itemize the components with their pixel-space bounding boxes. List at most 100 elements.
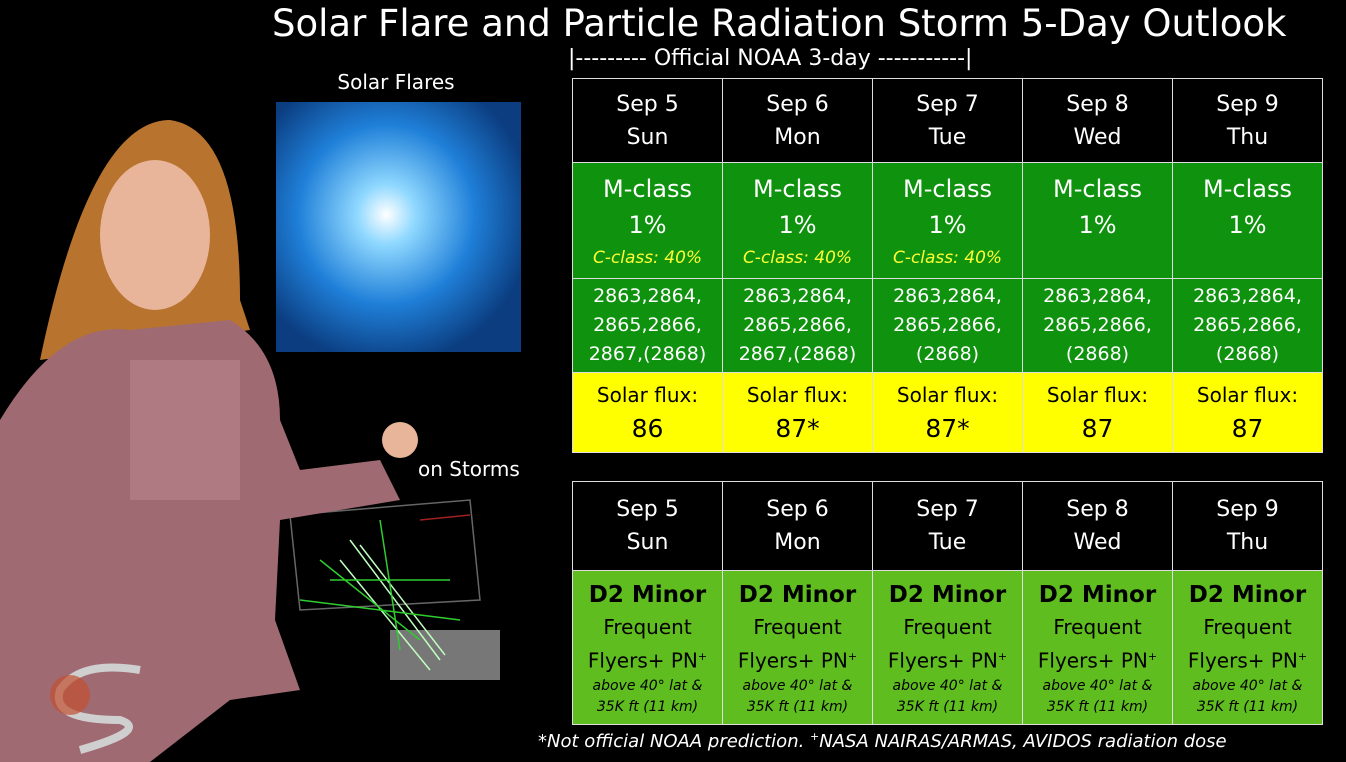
storm-line: Frequent (1203, 614, 1292, 639)
region-line: 2863,2864, (1193, 285, 1302, 307)
storm-mark: + (997, 649, 1008, 663)
storm-mark: + (847, 649, 858, 663)
flux-cell: Solar flux: 86 (572, 372, 723, 453)
flare-class: M-class (753, 175, 842, 203)
flux-label: Solar flux: (746, 382, 849, 407)
storm-mark: + (1147, 649, 1158, 663)
title: Solar Flare and Particle Radiation Storm… (272, 2, 1287, 45)
date: Sep 8 (1066, 91, 1129, 117)
c-class: C-class: 40% (892, 248, 1003, 268)
header-cell: Sep 6 Mon (722, 481, 873, 571)
storm-line: Flyers+ PN+ (888, 642, 1007, 676)
header-cell: Sep 9 Thu (1172, 78, 1323, 163)
storm-level: D2 Minor (1188, 581, 1307, 608)
date: Sep 6 (766, 91, 829, 117)
region-line: (2868) (1065, 343, 1130, 365)
flare-cell: M-class 1% (1172, 162, 1323, 279)
solar-flare-image (276, 102, 521, 352)
storm-note: above 40° lat & (1192, 678, 1303, 695)
storm-line: Flyers+ PN+ (738, 642, 857, 676)
weekday: Wed (1073, 530, 1122, 555)
header-cell: Sep 8 Wed (1022, 481, 1173, 571)
storm-note: above 40° lat & (592, 678, 703, 695)
c-class: C-class: 40% (742, 248, 853, 268)
region-line: (2868) (915, 343, 980, 365)
regions-cell: 2863,2864, 2865,2866, (2868) (1022, 278, 1173, 373)
storm-mark: + (1297, 649, 1308, 663)
date: Sep 8 (1066, 497, 1129, 522)
header-cell: Sep 8 Wed (1022, 78, 1173, 163)
storm-text: Flyers+ PN (887, 648, 998, 673)
storm-note: above 40° lat & (1042, 678, 1153, 695)
storm-level: D2 Minor (588, 581, 707, 608)
flare-class: M-class (903, 175, 992, 203)
storm-level: D2 Minor (888, 581, 1007, 608)
regions-cell: 2863,2864, 2865,2866, (2868) (1172, 278, 1323, 373)
flux-cell: Solar flux: 87* (872, 372, 1023, 453)
region-line: 2863,2864, (743, 285, 852, 307)
weekday: Wed (1073, 124, 1122, 150)
storm-text: Flyers+ PN (737, 648, 848, 673)
flare-cell: M-class 1% C-class: 40% (572, 162, 723, 279)
flare-cell: M-class 1% (1022, 162, 1173, 279)
region-line: (2868) (1215, 343, 1280, 365)
regions-cell: 2863,2864, 2865,2866, 2867,(2868) (572, 278, 723, 373)
radiation-cell: D2 Minor Frequent Flyers+ PN+ above 40° lat… (572, 570, 723, 725)
flux-cell: Solar flux: 87 (1172, 372, 1323, 453)
flux-value: 87 (1231, 413, 1264, 443)
storm-note: above 40° lat & (742, 678, 853, 695)
flare-cell: M-class 1% C-class: 40% (722, 162, 873, 279)
presenter (0, 120, 418, 762)
flare-prob: 1% (1228, 211, 1267, 239)
storm-text: Flyers+ PN (1187, 648, 1298, 673)
flux-label: Solar flux: (896, 382, 999, 407)
header-cell: Sep 5 Sun (572, 481, 723, 571)
flare-cell: M-class 1% C-class: 40% (872, 162, 1023, 279)
flux-label: Solar flux: (1046, 382, 1149, 407)
storm-note: above 40° lat & (892, 678, 1003, 695)
date: Sep 5 (616, 497, 679, 522)
region-line: 2863,2864, (1043, 285, 1152, 307)
flare-class: M-class (1053, 175, 1142, 203)
region-line: 2865,2866, (593, 314, 702, 336)
region-line: 2863,2864, (593, 285, 702, 307)
radiation-cell: D2 Minor Frequent Flyers+ PN+ above 40° lat… (1022, 570, 1173, 725)
storm-level: D2 Minor (738, 581, 857, 608)
flare-class: M-class (603, 175, 692, 203)
region-line: 2867,(2868) (588, 343, 707, 365)
flux-value: 87 (1081, 413, 1114, 443)
date: Sep 7 (916, 91, 979, 117)
footnote-mark: + (810, 730, 820, 743)
storm-mark: + (697, 649, 708, 663)
weekday: Mon (774, 124, 821, 150)
radiation-image (289, 499, 500, 680)
footnote-text: *Not official NOAA prediction. (538, 731, 811, 752)
header-cell: Sep 7 Tue (872, 481, 1023, 571)
storm-note: 35K ft (11 km) (896, 699, 999, 716)
flare-prob: 1% (928, 211, 967, 239)
footnote-text: NASA NAIRAS/ARMAS, AVIDOS radiation dose (819, 731, 1227, 752)
storm-level: D2 Minor (1038, 581, 1157, 608)
subtitle: |--------- Official NOAA 3-day ---------… (568, 46, 973, 71)
date: Sep 7 (916, 497, 979, 522)
image-label: Solar Flares (337, 70, 455, 94)
flare-prob: 1% (1078, 211, 1117, 239)
storm-line: Frequent (603, 614, 692, 639)
image-label: on Storms (418, 457, 520, 481)
flux-label: Solar flux: (1196, 382, 1299, 407)
flare-prob: 1% (778, 211, 817, 239)
regions-cell: 2863,2864, 2865,2866, (2868) (872, 278, 1023, 373)
region-line: 2865,2866, (743, 314, 852, 336)
flare-prob: 1% (628, 211, 667, 239)
flux-value: 87* (925, 413, 970, 443)
storm-note: 35K ft (11 km) (746, 699, 849, 716)
storm-line: Frequent (1053, 614, 1142, 639)
date: Sep 6 (766, 497, 829, 522)
flux-value: 86 (631, 413, 664, 443)
region-line: 2867,(2868) (738, 343, 857, 365)
weekday: Thu (1226, 124, 1269, 150)
flux-value: 87* (775, 413, 820, 443)
region-line: 2865,2866, (893, 314, 1002, 336)
